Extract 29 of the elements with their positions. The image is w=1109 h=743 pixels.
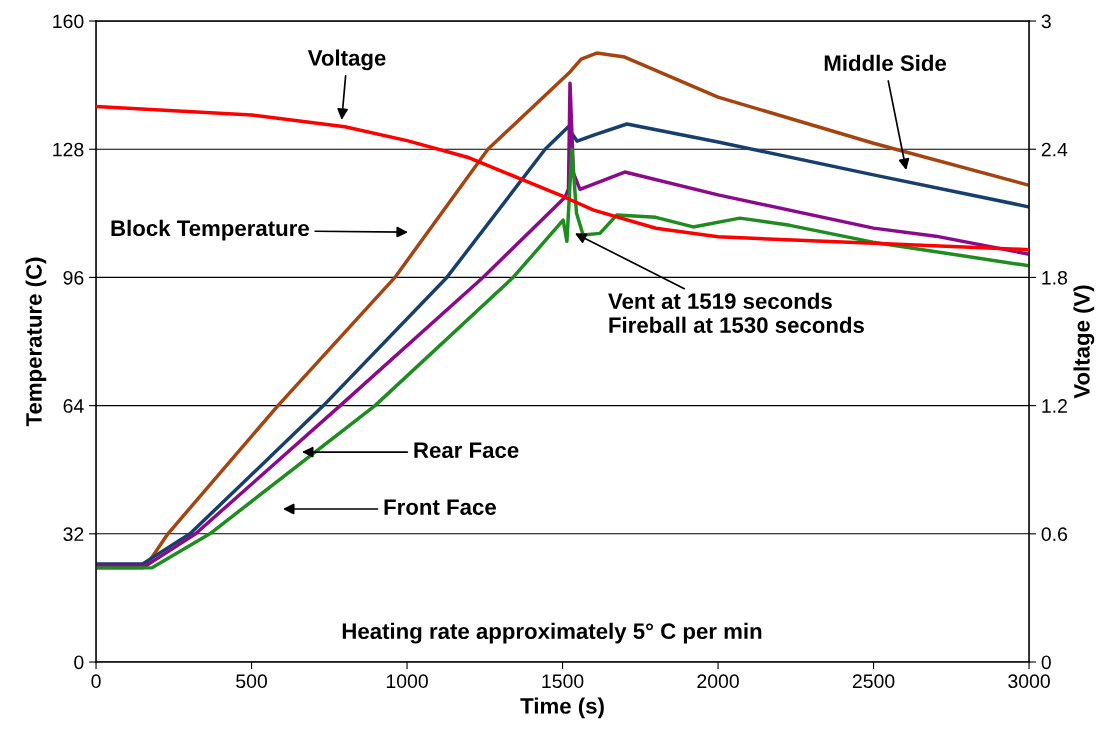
x-tick-label: 2000 bbox=[697, 674, 739, 689]
annotation: Vent at 1519 seconds Fireball at 1530 seconds bbox=[608, 292, 864, 334]
annotation: Voltage bbox=[307, 49, 386, 71]
x-tick-label: 0 bbox=[91, 674, 101, 689]
x-tick-label: 2500 bbox=[852, 674, 895, 689]
y2-tick-label: 3 bbox=[1041, 14, 1051, 29]
y-axis-title: Temperature (C) bbox=[25, 257, 47, 427]
y-tick-label: 128 bbox=[53, 142, 84, 157]
x-tick-label: 500 bbox=[236, 674, 267, 689]
y2-tick-label: 0 bbox=[1041, 655, 1051, 670]
y2-tick-label: 0.6 bbox=[1041, 527, 1068, 542]
y-tick-label: 160 bbox=[53, 14, 84, 29]
y-tick-label: 0 bbox=[74, 655, 84, 670]
y-tick-label: 64 bbox=[63, 399, 84, 413]
x-tick-label: 3000 bbox=[1008, 674, 1050, 689]
y2-axis-title: Voltage (V) bbox=[1073, 285, 1095, 399]
x-tick-label: 1500 bbox=[542, 674, 584, 689]
annotation: Rear Face bbox=[414, 442, 519, 459]
x-tick-label: 1000 bbox=[386, 674, 428, 689]
annotation: Front Face bbox=[384, 499, 496, 515]
y2-tick-label: 1.2 bbox=[1042, 399, 1067, 413]
y-tick-label: 32 bbox=[63, 527, 84, 542]
y-tick-label: 96 bbox=[63, 270, 84, 285]
annotation: Block Temperature bbox=[111, 219, 309, 241]
annotation: Middle Side bbox=[824, 54, 947, 72]
x-axis-title: Time (s) bbox=[520, 697, 604, 719]
y2-tick-label: 1.8 bbox=[1042, 270, 1068, 285]
annotation: Heating rate approximately 5° C per min bbox=[342, 622, 762, 644]
y2-tick-label: 2.4 bbox=[1041, 142, 1068, 157]
